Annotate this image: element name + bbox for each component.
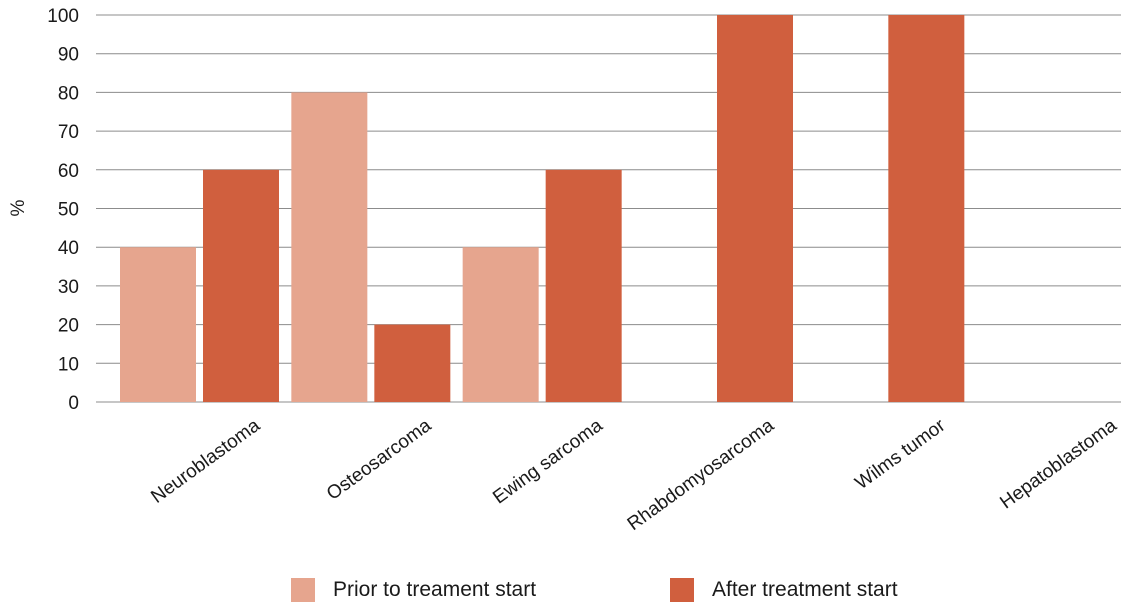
x-category-label: Hepatoblastoma xyxy=(996,415,1121,514)
bar-after-osteosarcoma xyxy=(374,324,451,402)
legend-swatch-after xyxy=(670,578,694,602)
x-category-label: Wilms tumor xyxy=(852,415,950,494)
x-category-label: Ewing sarcoma xyxy=(489,415,607,509)
x-category-label: Rhabdomyosarcoma xyxy=(624,415,779,535)
bar-prior-osteosarcoma xyxy=(291,92,368,403)
y-tick-label: 40 xyxy=(58,238,79,259)
bar-prior-ewing-sarcoma xyxy=(462,247,539,402)
y-tick-label: 80 xyxy=(58,83,79,104)
y-tick-label: 10 xyxy=(58,354,79,375)
legend-swatch-prior xyxy=(291,578,315,602)
y-tick-label: 100 xyxy=(47,6,79,27)
y-tick-label: 90 xyxy=(58,45,79,66)
y-tick-label: 30 xyxy=(58,277,79,298)
bar-after-rhabdomyosarcoma xyxy=(717,15,793,402)
legend-item-after: After treatment start xyxy=(670,578,898,602)
y-axis-label: % xyxy=(8,199,29,216)
bar-after-wilms-tumor xyxy=(888,15,965,402)
legend-label-prior: Prior to treament start xyxy=(333,578,537,601)
y-tick-label: 60 xyxy=(58,161,79,182)
x-axis-categories: Neuroblastoma Osteosarcoma Ewing sarcoma Rh… xyxy=(147,415,1121,535)
bars xyxy=(120,15,965,403)
x-category-label: Osteosarcoma xyxy=(323,415,436,505)
legend-item-prior: Prior to treament start xyxy=(291,578,536,602)
legend-label-after: After treatment start xyxy=(712,578,898,601)
bar-after-neuroblastoma xyxy=(203,169,279,402)
bar-after-ewing-sarcoma xyxy=(545,169,622,402)
y-tick-label: 0 xyxy=(68,393,79,414)
y-tick-label: 50 xyxy=(58,200,79,221)
y-tick-label: 70 xyxy=(58,122,79,143)
x-category-label: Neuroblastoma xyxy=(147,415,264,508)
bar-prior-neuroblastoma xyxy=(120,247,196,402)
legend: Prior to treament start After treatment … xyxy=(0,578,1121,608)
y-tick-label: 20 xyxy=(58,316,79,337)
y-axis-ticks: 0 10 20 30 40 50 60 70 80 90 100 xyxy=(47,6,79,414)
